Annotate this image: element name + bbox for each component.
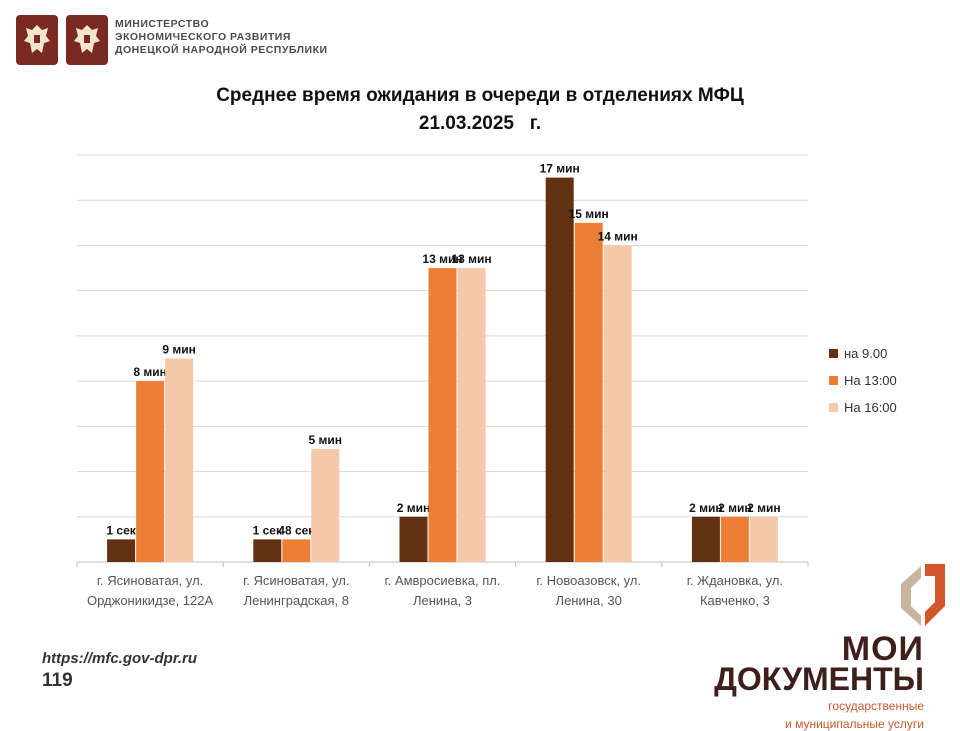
bar (311, 448, 340, 562)
category-label: Ленинградская, 8 (244, 593, 349, 608)
bar (165, 358, 194, 562)
bar (282, 539, 311, 562)
data-label: 2 мин (747, 501, 781, 515)
bar (574, 222, 603, 563)
legend-swatch (829, 376, 838, 385)
chart-title: Среднее время ожидания в очереди в отдел… (216, 85, 744, 106)
legend-swatch (829, 403, 838, 412)
data-label: 48 сек (278, 523, 315, 537)
data-label: 8 мин (133, 365, 167, 379)
ministry-line: МИНИСТЕРСТВО (115, 18, 210, 30)
bar (603, 245, 632, 562)
data-label: 13 мин (422, 252, 462, 266)
brand-title: МОИ (841, 630, 924, 668)
bar (253, 539, 282, 562)
category-label: г. Ясиноватая, ул. (243, 573, 349, 588)
bar (107, 539, 136, 562)
category-label: Орджоникидзе, 122А (87, 593, 213, 608)
ministry-name: МИНИСТЕРСТВО ЭКОНОМИЧЕСКОГО РАЗВИТИЯ ДОН… (115, 18, 328, 57)
category-label: Кавченко, 3 (700, 593, 770, 608)
page-number: 119 (42, 670, 73, 691)
bar (720, 516, 749, 562)
data-label: 1 сек (253, 523, 283, 537)
brand-title: ДОКУМЕНТЫ (714, 661, 924, 697)
bar (136, 381, 165, 562)
bar (428, 268, 457, 562)
category-label: г. Ясиноватая, ул. (97, 573, 203, 588)
data-label: 2 мин (689, 501, 723, 515)
data-label: 14 мин (598, 229, 638, 243)
data-label: 2 мин (718, 501, 752, 515)
bar (457, 268, 486, 562)
legend-swatch (829, 349, 838, 358)
legend-label: на 9.00 (844, 346, 888, 361)
legend-item: На 16:00 (829, 394, 897, 421)
data-label: 17 мин (540, 162, 580, 176)
bar (749, 516, 778, 562)
bar (691, 516, 720, 562)
footer-url: https://mfc.gov-dpr.ru (42, 650, 197, 667)
data-label: 5 мин (309, 433, 343, 447)
chart-legend: на 9.00 На 13:00 На 16:00 (829, 340, 897, 421)
coat-of-arms-icon (16, 15, 58, 65)
data-label: 15 мин (569, 207, 609, 221)
legend-label: На 13:00 (844, 373, 897, 388)
ministry-line: ДОНЕЦКОЙ НАРОДНОЙ РЕСПУБЛИКИ (115, 44, 328, 56)
category-label: г. Новоазовск, ул. (536, 573, 641, 588)
legend-item: на 9.00 (829, 340, 897, 367)
data-label: 9 мин (162, 343, 196, 357)
category-label: г. Амвросиевка, пл. (385, 573, 501, 588)
bar (545, 177, 574, 562)
data-label: 13 мин (451, 252, 491, 266)
chart-subtitle: 21.03.2025 г. (418, 113, 542, 134)
legend-item: На 13:00 (829, 367, 897, 394)
bar (399, 516, 428, 562)
legend-label: На 16:00 (844, 400, 897, 415)
category-label: Ленина, 30 (556, 593, 622, 608)
data-label: 1 сек (106, 523, 136, 537)
coat-of-arms-icon (66, 15, 108, 65)
data-label: 2 мин (397, 501, 431, 515)
brand-subtitle: государственные (828, 699, 924, 713)
moi-dokumenty-logo-icon (893, 560, 951, 635)
brand-block: МОИ ДОКУМЕНТЫ государственные и муниципа… (714, 632, 924, 731)
category-label: Ленина, 3 (413, 593, 472, 608)
category-label: г. Ждановка, ул. (687, 573, 783, 588)
ministry-line: ЭКОНОМИЧЕСКОГО РАЗВИТИЯ (115, 31, 291, 43)
brand-subtitle: и муниципальные услуги (785, 717, 924, 731)
